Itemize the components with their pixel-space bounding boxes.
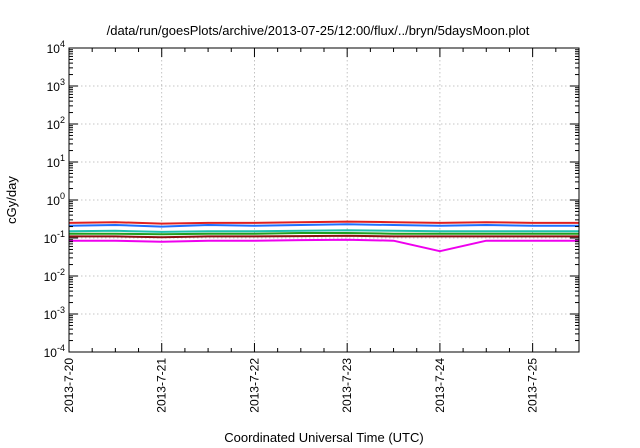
y-tick-label: 102 xyxy=(47,115,65,132)
x-tick-label: 2013-7-24 xyxy=(433,358,447,413)
series-line xyxy=(68,223,579,228)
series-line xyxy=(68,220,579,225)
y-tick-label: 100 xyxy=(47,191,65,208)
y-tick-label: 10-3 xyxy=(44,305,65,322)
series-layer xyxy=(68,220,579,253)
x-tick-label: 2013-7-23 xyxy=(340,358,354,413)
y-tick-label: 103 xyxy=(47,77,65,94)
y-tick-label: 101 xyxy=(47,153,65,170)
chart-title: /data/run/goesPlots/archive/2013-07-25/1… xyxy=(107,23,530,38)
x-tick-label: 2013-7-21 xyxy=(155,358,169,413)
series-line xyxy=(69,238,579,253)
ticks: 10-4 10-3 10-2 10-1 100 101 102 103 104 2013-7-20… xyxy=(44,39,580,413)
y-axis-label: cGy/day xyxy=(4,176,19,224)
x-tick-label: 2013-7-25 xyxy=(526,358,540,413)
series-line xyxy=(69,232,579,236)
x-tick-label: 2013-7-20 xyxy=(62,358,76,413)
x-tick-label: 2013-7-22 xyxy=(247,358,261,413)
series-line xyxy=(68,229,579,233)
y-tick-label: 10-4 xyxy=(44,343,65,360)
x-axis-label: Coordinated Universal Time (UTC) xyxy=(224,430,423,445)
grid xyxy=(69,48,579,352)
y-tick-label: 104 xyxy=(47,39,65,56)
series-line xyxy=(69,234,579,239)
y-tick-label: 10-1 xyxy=(44,229,65,246)
y-tick-label: 10-2 xyxy=(44,267,65,284)
